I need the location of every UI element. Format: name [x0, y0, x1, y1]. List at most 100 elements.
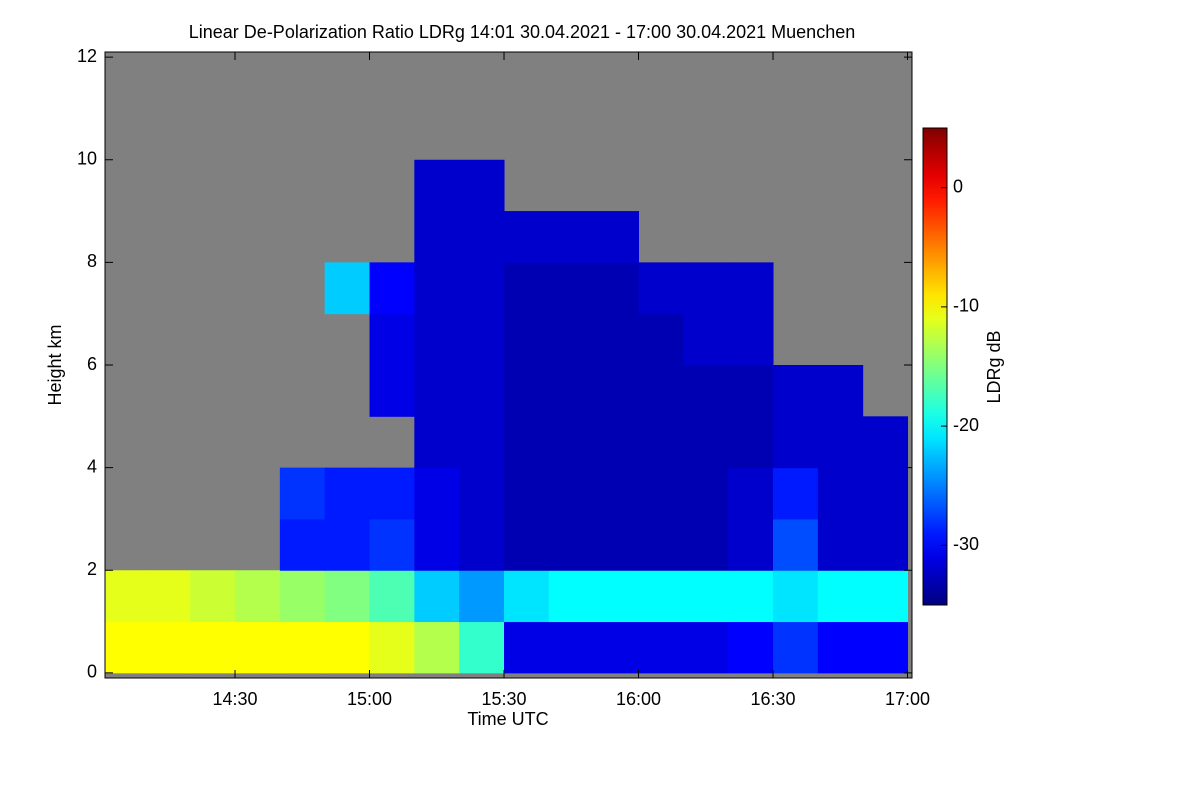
heatmap-cell: [504, 518, 550, 571]
heatmap-cell: [414, 570, 460, 623]
y-tick-label: 6: [87, 354, 97, 374]
y-axis-label: Height km: [45, 324, 65, 405]
heatmap-cell: [773, 570, 819, 623]
heatmap-cell: [324, 570, 371, 623]
heatmap-cell: [459, 416, 505, 469]
heatmap-cell: [817, 365, 864, 417]
x-tick-label: 16:30: [750, 689, 795, 709]
heatmap-cell: [279, 621, 326, 674]
y-tick-label: 4: [87, 456, 97, 476]
heatmap-cell: [593, 467, 640, 520]
heatmap-cell: [414, 518, 460, 571]
heatmap-cell: [459, 467, 505, 520]
heatmap-cell: [145, 570, 191, 623]
heatmap-cell: [414, 416, 460, 469]
heatmap-cell: [504, 621, 550, 674]
heatmap-cell: [459, 313, 505, 366]
heatmap-cell: [324, 621, 371, 674]
heatmap-cell: [548, 365, 595, 417]
heatmap-cell: [369, 262, 415, 315]
heatmap-cell: [548, 313, 595, 366]
colorbar: [922, 127, 948, 606]
heatmap-cell: [414, 467, 460, 520]
heatmap-cell: [728, 621, 774, 674]
heatmap-cell: [638, 262, 684, 315]
heatmap-cell: [683, 570, 729, 623]
heatmap-cell: [773, 416, 819, 469]
heatmap-cell: [638, 365, 684, 417]
x-tick-label: 14:30: [212, 689, 257, 709]
x-tick-label: 15:30: [481, 689, 526, 709]
heatmap-cell: [593, 365, 640, 417]
heatmap-cell: [235, 621, 281, 674]
heatmap-cell: [817, 467, 864, 520]
heatmap-cell: [548, 416, 595, 469]
heatmap-cell: [504, 262, 550, 315]
heatmap-cell: [862, 416, 909, 469]
heatmap-cell: [548, 518, 595, 571]
heatmap-cell: [862, 621, 909, 674]
heatmap-cell: [414, 621, 460, 674]
heatmap-cell: [459, 262, 505, 315]
heatmap-cell: [638, 621, 684, 674]
heatmap-cell: [235, 570, 281, 623]
heatmap-cell: [105, 621, 146, 674]
heatmap-cell: [459, 570, 505, 623]
heatmap-cell: [638, 518, 684, 571]
heatmap-cell: [638, 467, 684, 520]
y-tick-label: 8: [87, 251, 97, 271]
heatmap-cell: [548, 570, 595, 623]
heatmap-cell: [548, 211, 595, 263]
heatmap-cell: [459, 211, 505, 263]
x-tick-label: 17:00: [885, 689, 930, 709]
heatmap-cell: [683, 365, 729, 417]
heatmap-cell: [638, 416, 684, 469]
heatmap-cell: [504, 467, 550, 520]
heatmap-cell: [683, 313, 729, 366]
heatmap-cell: [324, 518, 371, 571]
heatmap-cell: [593, 211, 640, 263]
heatmap-cell: [728, 467, 774, 520]
heatmap-cell: [369, 365, 415, 417]
heatmap-cell: [683, 621, 729, 674]
heatmap-cell: [369, 467, 415, 520]
x-tick-label: 16:00: [616, 689, 661, 709]
heatmap-cell: [414, 313, 460, 366]
y-tick-label: 0: [87, 662, 97, 682]
heatmap-cell: [414, 211, 460, 263]
heatmap-cell: [773, 621, 819, 674]
heatmap-cell: [817, 416, 864, 469]
heatmap-cell: [548, 621, 595, 674]
heatmap-cell: [414, 365, 460, 417]
heatmap-cell: [862, 467, 909, 520]
heatmap-cell: [593, 621, 640, 674]
heatmap-cell: [504, 570, 550, 623]
heatmap-cell: [504, 416, 550, 469]
heatmap-cell: [369, 570, 415, 623]
heatmap-cell: [504, 365, 550, 417]
heatmap-cell: [728, 313, 774, 366]
heatmap-cell: [369, 621, 415, 674]
colorbar-tick-label: -20: [953, 415, 979, 435]
heatmap-cell: [593, 416, 640, 469]
colorbar-label: LDRg dB: [984, 330, 1004, 403]
heatmap-cell: [593, 262, 640, 315]
heatmap-cell: [504, 211, 550, 263]
heatmap: [105, 159, 909, 674]
heatmap-cell: [105, 570, 146, 623]
colorbar-tick-label: -30: [953, 534, 979, 554]
x-tick-label: 15:00: [347, 689, 392, 709]
heatmap-cell: [279, 570, 326, 623]
heatmap-cell: [414, 262, 460, 315]
heatmap-cell: [459, 518, 505, 571]
heatmap-cell: [190, 570, 236, 623]
heatmap-cell: [459, 621, 505, 674]
y-tick-label: 10: [77, 149, 97, 169]
heatmap-cell: [548, 467, 595, 520]
heatmap-cell: [369, 313, 415, 366]
heatmap-cell: [548, 262, 595, 315]
heatmap-cell: [728, 416, 774, 469]
heatmap-cell: [862, 518, 909, 571]
heatmap-cell: [593, 518, 640, 571]
